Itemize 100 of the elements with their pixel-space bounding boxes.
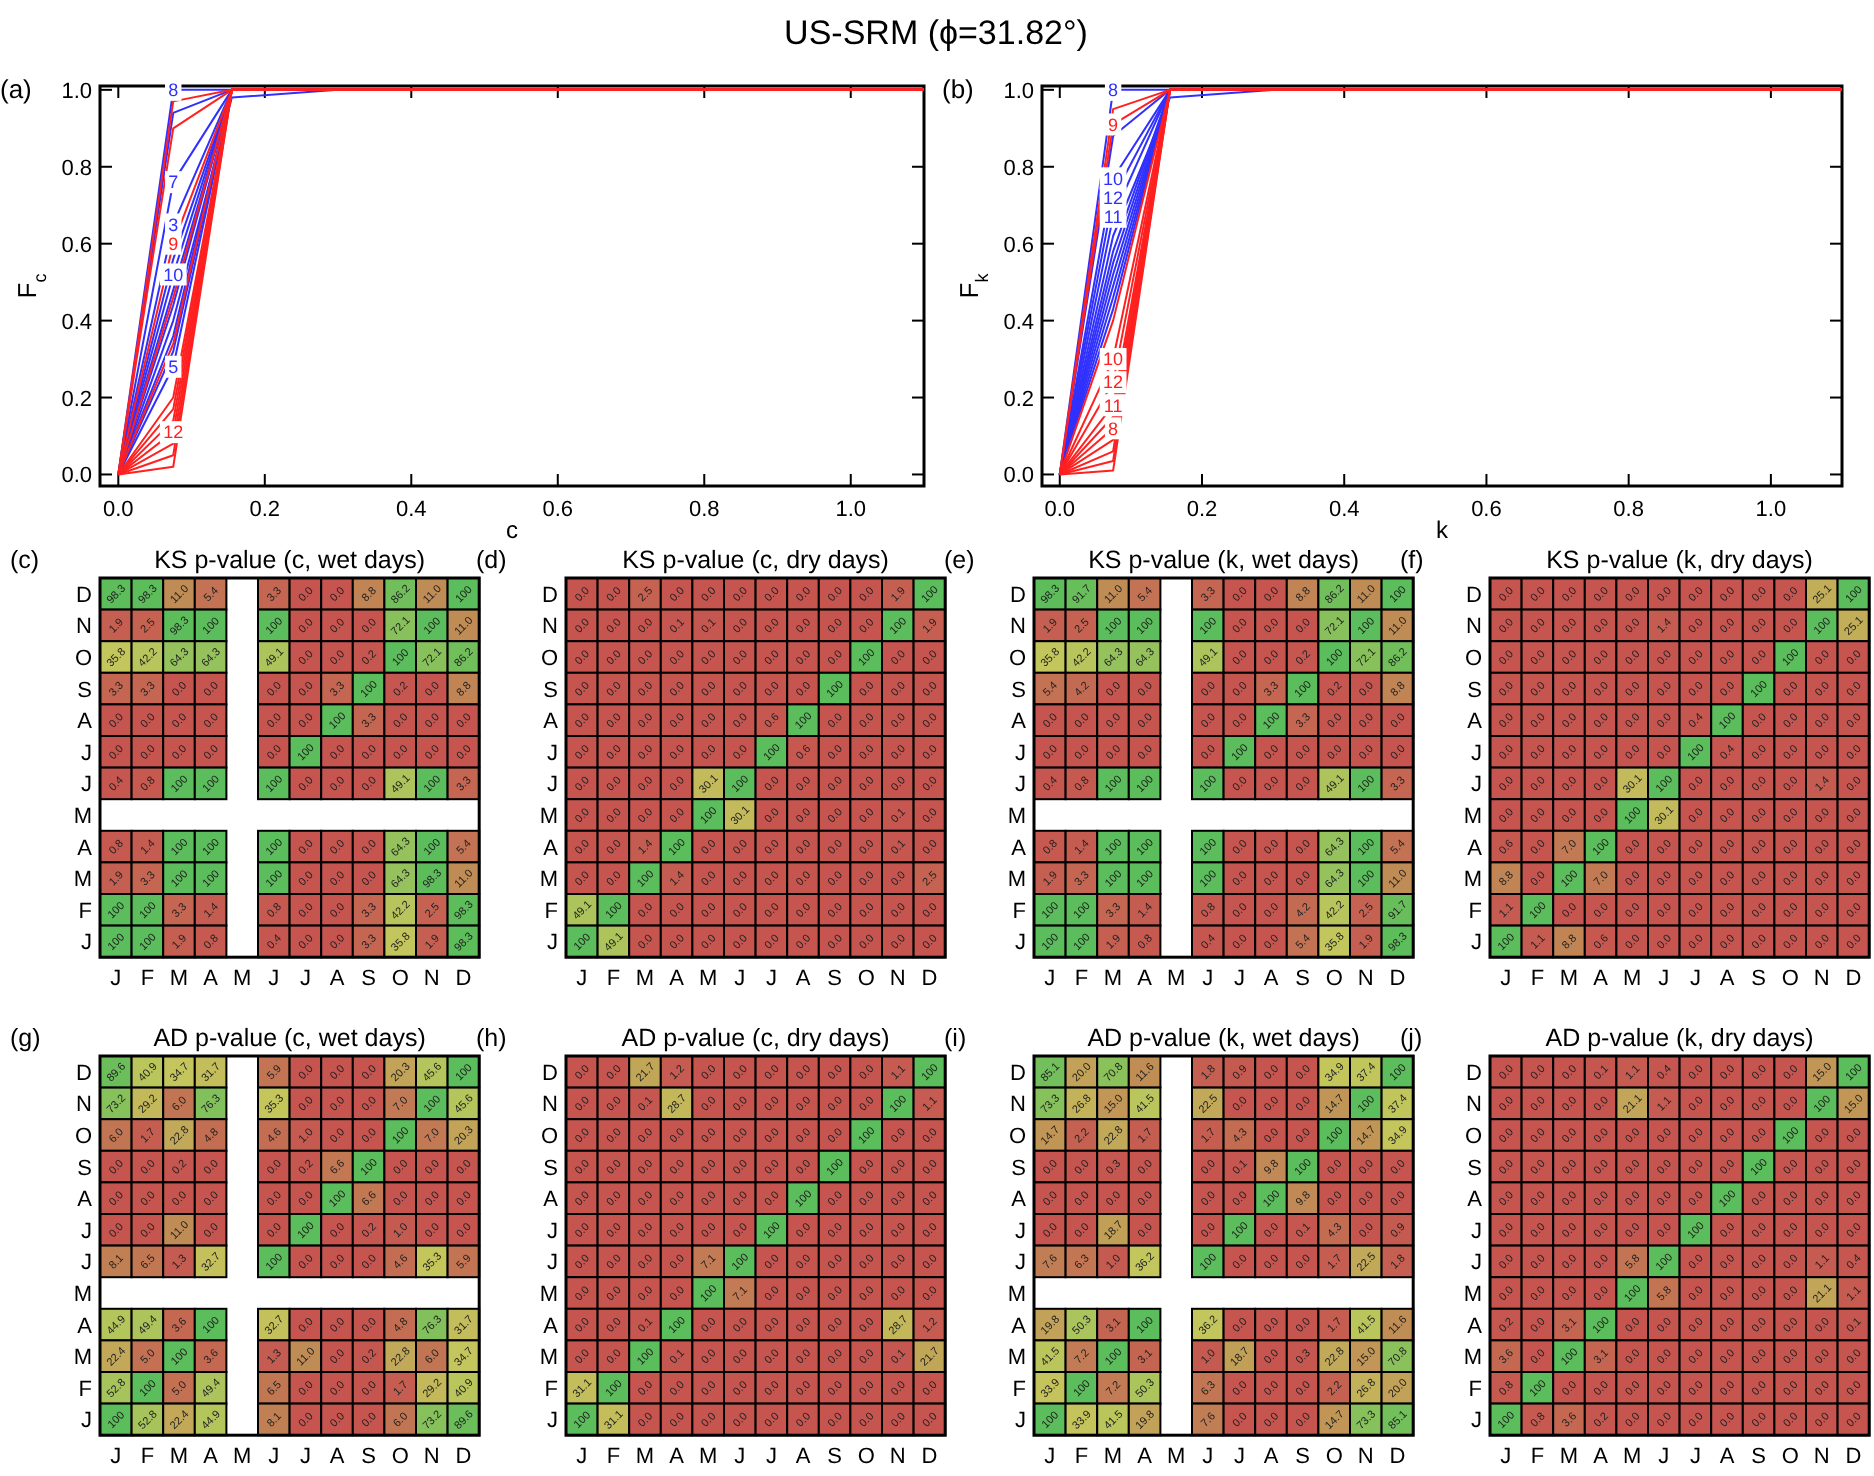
text: (a) (0, 74, 32, 104)
chart-title: KS p-value (c, dry days) (622, 546, 889, 574)
y-tick-label: J (81, 1409, 92, 1434)
x-tick-label: F (140, 967, 155, 992)
x-tick-label: D (921, 1445, 938, 1470)
x-tick-label: N (889, 967, 906, 992)
x-axis-title: c (506, 516, 518, 544)
x-tick-label: N (1357, 967, 1374, 992)
y-tick-label: M (73, 1346, 92, 1371)
y-tick-label: J (1015, 931, 1026, 956)
text: (b) (942, 74, 974, 104)
x-tick-label: J (110, 967, 122, 992)
y-tick-label: A (1011, 836, 1028, 861)
y-tick-label: 0.6 (1003, 233, 1034, 258)
x-tick-label: J (1044, 967, 1056, 992)
x-tick-label: A (1719, 967, 1736, 992)
y-tick-label: J (81, 1219, 92, 1244)
y-tick-label: S (77, 678, 92, 703)
y-tick-label: S (1467, 678, 1482, 703)
y-tick-label: N (1466, 615, 1483, 640)
x-tick-label: J (576, 1445, 588, 1470)
x-tick-label: S (361, 1445, 376, 1470)
x-tick-label: M (1623, 1445, 1642, 1470)
y-tick-label: A (1467, 836, 1484, 861)
x-tick-label: F (1530, 967, 1545, 992)
chart-title: AD p-value (k, dry days) (1545, 1024, 1814, 1052)
x-tick-label: A (203, 1445, 220, 1470)
y-tick-label: A (77, 1314, 94, 1339)
x-tick-label: D (455, 967, 472, 992)
y-tick-label: D (76, 1061, 93, 1086)
x-tick-label: A (329, 1445, 346, 1470)
y-tick-label: J (1015, 741, 1026, 766)
x-tick-label: O (1781, 1445, 1800, 1470)
x-tick-label: M (169, 1445, 189, 1470)
x-tick-label: N (1813, 1445, 1830, 1470)
y-tick-label: D (542, 583, 559, 608)
x-tick-label: J (268, 1445, 280, 1470)
y-tick-label: M (1007, 805, 1026, 829)
x-tick-label: A (1593, 1445, 1610, 1470)
x-tick-label: O (857, 1445, 876, 1470)
y-tick-label: A (1467, 1188, 1484, 1213)
x-tick-label: M (1103, 1445, 1123, 1470)
x-tick-label: 1.0 (1755, 498, 1787, 522)
y-tick-label: A (1011, 1188, 1028, 1213)
y-tick-label: A (543, 1188, 560, 1213)
x-tick-label: A (669, 967, 686, 992)
x-tick-label: 0.8 (1613, 498, 1644, 522)
y-tick-label: 0.2 (1003, 387, 1034, 412)
x-tick-label: 0.2 (249, 498, 281, 522)
y-tick-label: F (1012, 899, 1027, 924)
x-tick-label: J (1658, 1445, 1670, 1470)
x-tick-label: F (1074, 967, 1089, 992)
y-tick-label: S (543, 678, 558, 703)
y-tick-label: M (539, 868, 558, 893)
x-tick-label: J (1202, 967, 1214, 992)
x-tick-label: J (576, 967, 588, 992)
x-tick-label: A (1719, 1445, 1736, 1470)
y-tick-label: N (1010, 1093, 1027, 1118)
x-tick-label: N (1813, 967, 1830, 992)
y-tick-label: M (1007, 868, 1026, 893)
y-tick-label: J (547, 1409, 558, 1434)
series-label: 8 (1108, 418, 1119, 439)
chart-title: AD p-value (k, wet days) (1087, 1024, 1360, 1052)
y-tick-label: N (1010, 615, 1027, 640)
y-tick-label: J (1015, 773, 1026, 798)
x-tick-label: J (765, 1445, 777, 1470)
series-label: 8 (1108, 80, 1119, 101)
x-tick-label: D (1845, 1445, 1862, 1470)
x-tick-label: 0.8 (688, 498, 720, 522)
x-tick-label: M (635, 967, 655, 992)
y-tick-label: S (1011, 1156, 1026, 1181)
x-tick-label: S (1295, 1445, 1310, 1470)
x-tick-label: A (1263, 967, 1280, 992)
y-tick-label: A (77, 1188, 94, 1213)
x-tick-label: D (921, 967, 938, 992)
x-tick-label: F (606, 967, 621, 992)
chart-title: AD p-value (c, wet days) (153, 1024, 426, 1052)
y-tick-label: M (1007, 1283, 1026, 1307)
y-tick-label: S (1011, 678, 1026, 703)
x-tick-label: S (361, 967, 376, 992)
y-tick-label: J (1471, 1219, 1482, 1244)
x-tick-label: M (1103, 967, 1123, 992)
x-tick-label: J (1044, 1445, 1056, 1470)
y-tick-label: N (76, 1093, 93, 1118)
x-tick-label: D (1845, 967, 1862, 992)
x-tick-label: 0.4 (395, 498, 427, 522)
y-tick-label: J (547, 1219, 558, 1244)
y-tick-label: 1.0 (1003, 79, 1034, 104)
x-tick-label: A (203, 967, 220, 992)
y-tick-label: D (542, 1061, 559, 1086)
y-tick-label: D (1010, 1061, 1027, 1086)
x-tick-label: J (268, 967, 280, 992)
chart-title: KS p-value (c, wet days) (154, 546, 426, 574)
y-tick-label: 1.0 (61, 79, 92, 104)
y-tick-label: F (1468, 899, 1483, 924)
y-tick-label: 0.6 (61, 233, 92, 258)
y-tick-label: S (1467, 1156, 1482, 1181)
y-tick-label: A (77, 710, 94, 735)
x-tick-label: J (1202, 1445, 1214, 1470)
y-tick-label: 0.0 (1003, 464, 1034, 489)
